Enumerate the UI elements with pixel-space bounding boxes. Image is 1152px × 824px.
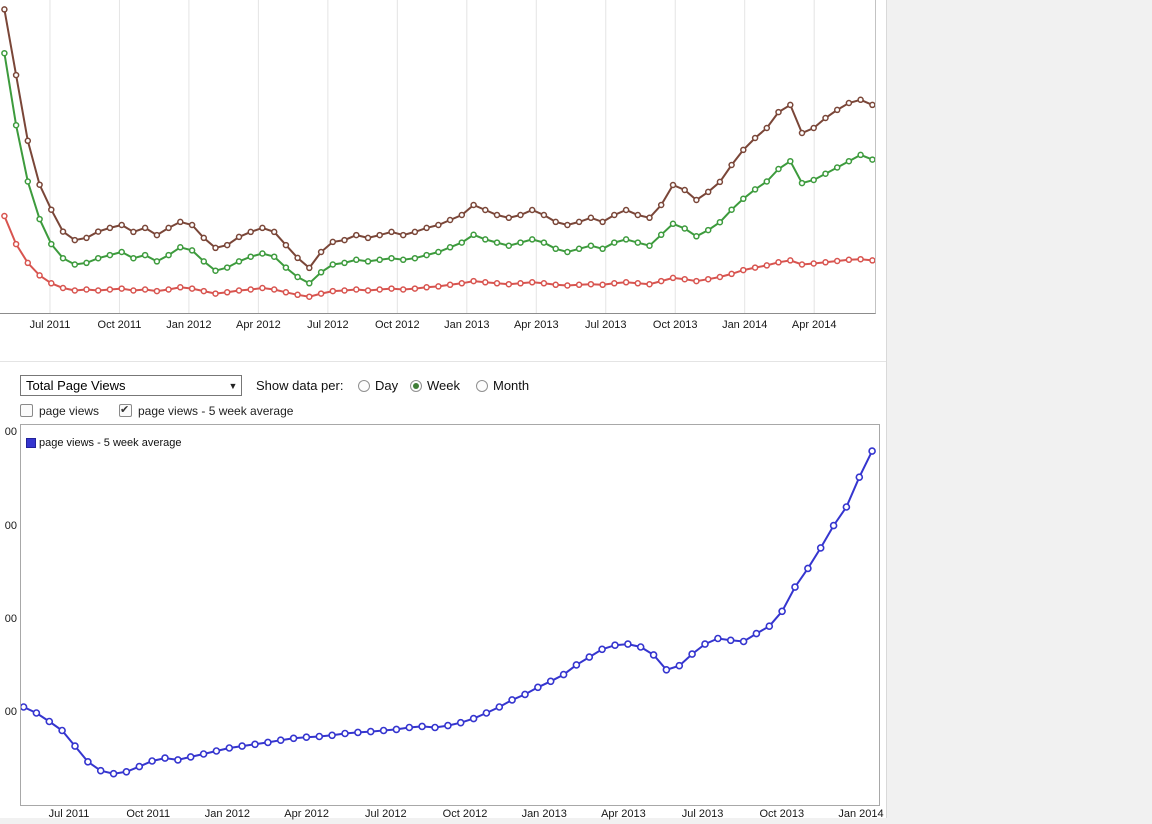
x-axis-tick-label: Jan 2013 (521, 808, 567, 820)
x-axis-tick-label: Oct 2012 (375, 319, 420, 331)
page-views-checkbox[interactable] (20, 404, 33, 417)
x-axis-tick-label: Apr 2014 (791, 319, 837, 331)
x-axis-tick-label: Jan 2013 (444, 319, 490, 331)
page-views-chart[interactable]: page views - 5 week average (20, 424, 880, 806)
page-content: Jul 2011 Oct 2011 Jan 2012 Apr 2012 Jul 2012… (0, 0, 887, 818)
x-axis-tick-label: Jul 2013 (584, 319, 627, 331)
x-axis-tick-label: Oct 2013 (759, 808, 805, 820)
x-axis-tick-label: Jul 2012 (307, 319, 349, 331)
chart-legend: page views - 5 week average (26, 437, 181, 449)
metric-select[interactable]: Total Page Views ▼ (20, 375, 242, 396)
legend-swatch (26, 438, 36, 448)
bottom-chart-x-axis: Jul 2011 Oct 2011 Jan 2012 Apr 2012 Jul 2012… (21, 808, 884, 824)
radio-week[interactable]: Week (410, 375, 460, 396)
x-axis-tick-label: Jan 2014 (838, 808, 884, 820)
y-axis-tick-label: 00 (4, 426, 17, 439)
x-axis-tick-label: Jul 2013 (681, 808, 724, 820)
month-radio-label: Month (493, 378, 530, 393)
bottom-chart-y-axis: 00 00 00 00 (0, 424, 18, 806)
x-axis-tick-label: Apr 2012 (236, 319, 281, 331)
day-radio-button[interactable] (358, 379, 370, 392)
x-axis-tick-label: Oct 2011 (126, 808, 171, 820)
page-views-checkbox-label: page views (39, 403, 100, 418)
dropdown-arrow-icon: ▼ (228, 380, 238, 391)
x-axis-tick-label: Oct 2012 (442, 808, 488, 820)
metric-select-value: Total Page Views (26, 378, 126, 393)
y-axis-tick-label: 00 (4, 705, 17, 718)
day-radio-label: Day (375, 378, 399, 393)
x-axis-tick-label: Jul 2012 (365, 808, 407, 820)
x-axis-tick-label: Oct 2013 (652, 319, 698, 331)
legend-label: page views - 5 week average (39, 437, 182, 449)
y-axis-tick-label: 00 (4, 519, 17, 532)
page-views-average-checkbox[interactable] (119, 403, 132, 417)
checkbox-page-views-average[interactable]: page views - 5 week average (119, 400, 293, 421)
x-axis-tick-label: Jan 2014 (722, 319, 768, 331)
section-divider (0, 361, 886, 362)
checkbox-page-views[interactable]: page views (20, 400, 99, 421)
x-axis-tick-label: Oct 2011 (97, 319, 142, 331)
x-axis-tick-label: Jan 2012 (166, 319, 212, 331)
page-views-chart-canvas[interactable] (21, 425, 879, 805)
top-chart[interactable] (0, 0, 876, 314)
radio-day[interactable]: Day (358, 375, 398, 396)
top-chart-x-axis: Jul 2011 Oct 2011 Jan 2012 Apr 2012 Jul 2012… (0, 319, 875, 335)
x-axis-tick-label: Apr 2012 (284, 808, 329, 820)
week-radio-button[interactable] (410, 379, 422, 392)
page-views-average-checkbox-label: page views - 5 week average (138, 403, 294, 418)
x-axis-tick-label: Apr 2013 (513, 319, 559, 331)
week-radio-label: Week (427, 378, 460, 393)
x-axis-tick-label: Apr 2013 (601, 808, 646, 820)
top-chart-canvas[interactable] (0, 0, 875, 313)
x-axis-tick-label: Jul 2011 (48, 808, 90, 820)
y-axis-tick-label: 00 (4, 612, 17, 625)
x-axis-tick-label: Jan 2012 (204, 808, 251, 820)
month-radio-button[interactable] (476, 379, 488, 392)
x-axis-tick-label: Jul 2011 (29, 319, 71, 331)
show-data-per-label: Show data per: (256, 378, 344, 393)
radio-month[interactable]: Month (476, 375, 529, 396)
